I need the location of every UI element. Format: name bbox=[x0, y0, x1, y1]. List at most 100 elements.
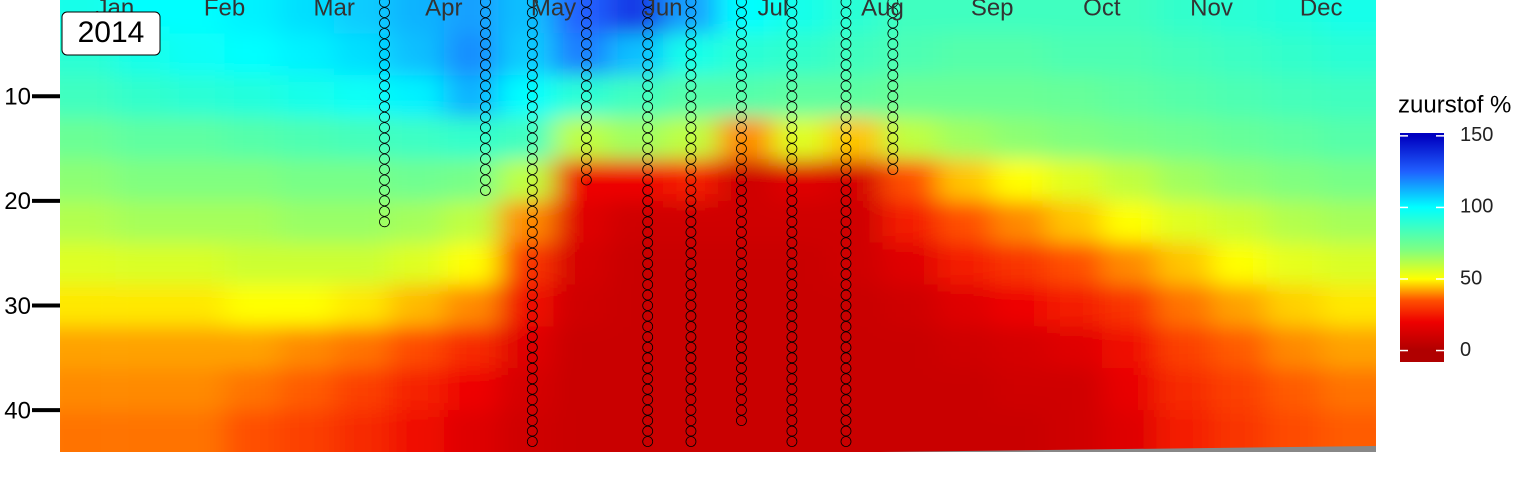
heat-cell bbox=[334, 0, 390, 34]
sample-point bbox=[526, 216, 538, 228]
heat-cell bbox=[1266, 410, 1322, 452]
x-tick-label: Feb bbox=[204, 0, 245, 21]
sample-point bbox=[526, 404, 538, 416]
sample-point bbox=[840, 49, 852, 60]
heat-cell bbox=[992, 410, 1048, 452]
sample-point bbox=[685, 0, 697, 8]
sample-point bbox=[526, 394, 538, 406]
sample-point bbox=[379, 7, 390, 18]
heat-cell bbox=[1101, 242, 1158, 286]
sample-point bbox=[840, 331, 852, 343]
sample-point bbox=[736, 321, 747, 332]
heat-cell bbox=[1321, 159, 1376, 202]
heat-cell bbox=[169, 410, 225, 452]
sample-point bbox=[581, 59, 592, 71]
heat-cell bbox=[169, 75, 225, 118]
heat-cell bbox=[443, 200, 500, 244]
heat-cell bbox=[169, 326, 225, 369]
sample-point bbox=[526, 226, 538, 238]
sample-point bbox=[379, 69, 390, 81]
sample-point bbox=[786, 164, 798, 175]
sample-point bbox=[642, 205, 654, 217]
heat-cell bbox=[498, 242, 554, 286]
sample-point bbox=[526, 425, 538, 437]
heat-cell bbox=[114, 200, 171, 244]
heat-cell bbox=[882, 284, 938, 327]
sample-point bbox=[685, 279, 697, 290]
sample-point bbox=[786, 310, 798, 322]
heat-cell bbox=[334, 159, 390, 202]
heat-cell bbox=[882, 159, 938, 202]
heat-cell bbox=[443, 284, 500, 327]
colorbar-tick-label: 100 bbox=[1460, 196, 1493, 218]
heat-cell bbox=[718, 0, 774, 34]
heat-cell bbox=[224, 368, 280, 411]
sample-point bbox=[685, 373, 697, 385]
heat-cell bbox=[389, 0, 445, 34]
heat-cell bbox=[718, 200, 774, 244]
sample-point bbox=[526, 49, 538, 60]
heat-cell bbox=[1156, 368, 1212, 411]
sample-point bbox=[642, 289, 654, 301]
heat-cell bbox=[334, 326, 390, 369]
sample-point bbox=[736, 373, 747, 385]
sample-point bbox=[642, 394, 654, 406]
year-box bbox=[61, 11, 161, 56]
heat-cell bbox=[169, 242, 225, 286]
heat-cell bbox=[827, 0, 883, 34]
sample-point bbox=[581, 164, 592, 175]
sample-point bbox=[526, 310, 538, 322]
heat-cell bbox=[772, 117, 829, 160]
heat-cell bbox=[1266, 75, 1322, 118]
heat-cell bbox=[992, 0, 1048, 34]
sample-point bbox=[840, 59, 852, 71]
sample-point bbox=[642, 362, 654, 374]
heat-cell bbox=[443, 368, 500, 411]
sample-point bbox=[736, 122, 747, 134]
sample-point bbox=[379, 28, 390, 39]
heat-cell bbox=[114, 410, 171, 452]
sample-point bbox=[840, 341, 852, 353]
sample-point bbox=[685, 28, 697, 39]
sample-point bbox=[685, 331, 697, 343]
heat-cell bbox=[827, 200, 883, 244]
heat-cell bbox=[1211, 117, 1267, 160]
sample-point bbox=[480, 143, 491, 154]
heat-cell bbox=[443, 326, 500, 369]
sample-point bbox=[840, 404, 852, 416]
sample-point bbox=[526, 237, 538, 249]
sample-point bbox=[526, 7, 538, 18]
sample-point bbox=[379, 185, 390, 196]
sample-point bbox=[786, 373, 798, 385]
heat-cell bbox=[553, 0, 609, 34]
sample-point bbox=[642, 69, 654, 81]
sample-point bbox=[736, 49, 747, 60]
sample-point bbox=[685, 362, 697, 374]
sample-point bbox=[840, 383, 852, 395]
profile bbox=[840, 0, 852, 447]
heat-cell bbox=[718, 75, 774, 118]
sample-point bbox=[480, 111, 491, 123]
heat-cell bbox=[334, 284, 390, 327]
sample-point bbox=[642, 383, 654, 395]
heat-cell bbox=[1101, 326, 1158, 369]
heat-cell bbox=[772, 33, 829, 76]
heat-cell bbox=[663, 284, 719, 327]
heat-cell bbox=[1266, 159, 1322, 202]
heat-cell bbox=[389, 368, 445, 411]
heat-cell bbox=[937, 368, 993, 411]
heat-cell bbox=[1047, 242, 1103, 286]
heat-cell bbox=[60, 200, 115, 244]
heat-cell bbox=[279, 159, 335, 202]
heat-cell bbox=[279, 117, 335, 160]
sample-point bbox=[526, 153, 538, 165]
heat-cell bbox=[772, 75, 829, 118]
heat-cell bbox=[1266, 33, 1322, 76]
heat-cell bbox=[553, 368, 609, 411]
sample-point bbox=[840, 237, 852, 249]
sample-point bbox=[379, 132, 390, 144]
sample-point bbox=[526, 205, 538, 217]
sample-point bbox=[642, 38, 654, 50]
sample-point bbox=[736, 415, 747, 427]
sample-point bbox=[786, 331, 798, 343]
